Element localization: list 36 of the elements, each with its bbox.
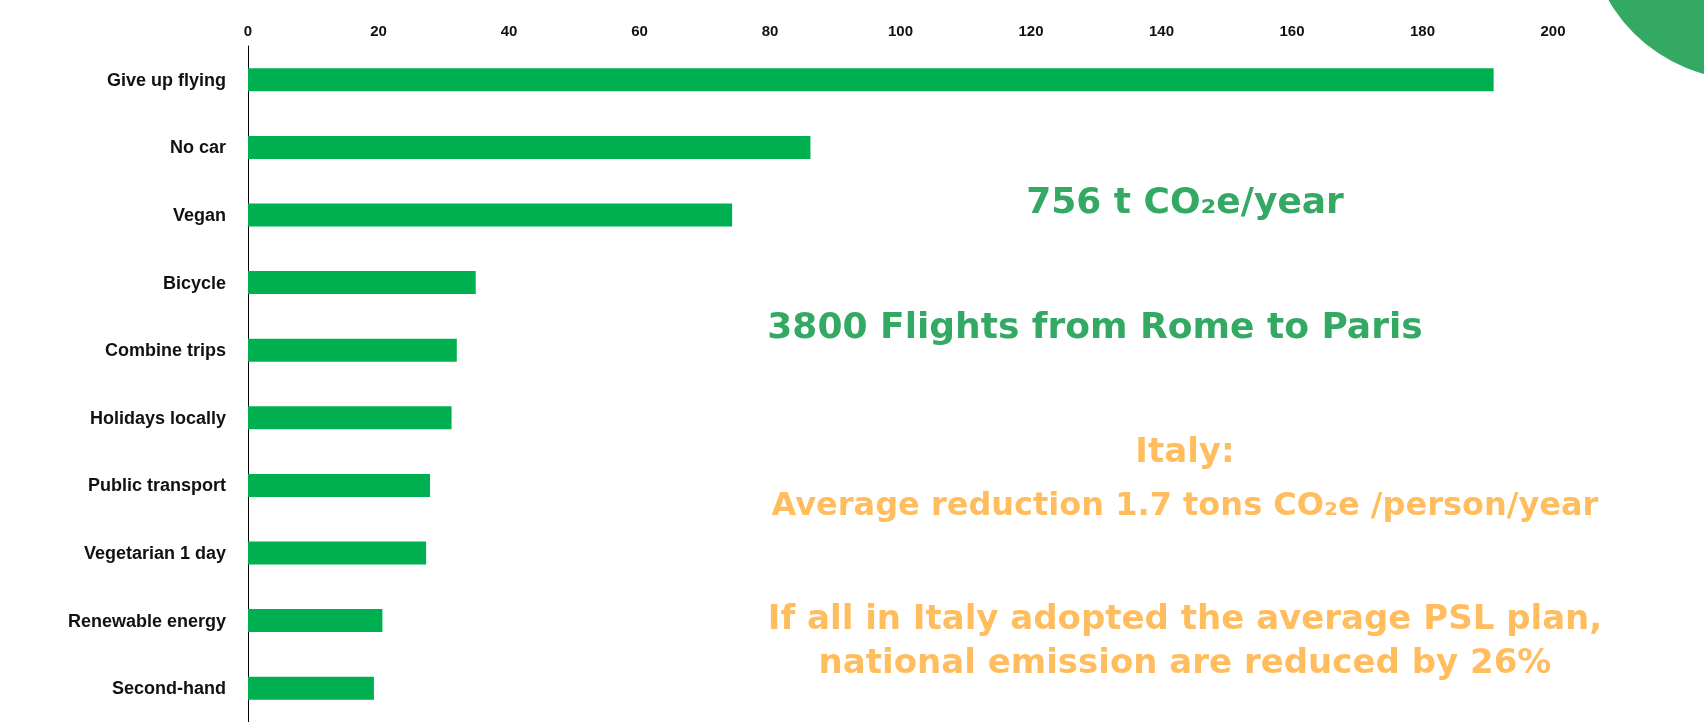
bar [248, 338, 457, 362]
y-tick-label: Holidays locally [89, 407, 226, 428]
bar [248, 609, 383, 633]
bar [248, 68, 1494, 92]
x-tick-label: 0 [243, 22, 253, 39]
annotation: If all in Italy adopted the average PSL plan, national emission are reduced by 26% [766, 596, 1604, 684]
y-tick-label: Vegan [172, 205, 226, 225]
bar [248, 271, 476, 295]
bar [248, 203, 733, 227]
x-tick-label: 80 [761, 22, 779, 39]
y-tick-label: Vegetarian 1 day [83, 543, 226, 563]
x-tick-label: 20 [370, 22, 387, 39]
y-tick-label: Renewable energy [67, 610, 226, 631]
y-tick-label: Combine trips [104, 340, 226, 361]
bar [248, 541, 427, 565]
bar [248, 406, 452, 430]
annotation: 756 t CO₂e/year [1026, 180, 1344, 221]
x-tick-label: 100 [887, 22, 914, 39]
x-tick-label: 140 [1148, 22, 1175, 39]
x-tick-label: 160 [1279, 22, 1305, 39]
x-tick-label: 200 [1540, 22, 1566, 39]
y-tick-label: Public transport [87, 475, 226, 496]
annotation: Average reduction 1.7 tons CO₂e /person/year [771, 485, 1599, 523]
bar [248, 676, 374, 700]
y-tick-label: Second-hand [111, 678, 226, 699]
x-tick-label: 180 [1409, 22, 1436, 39]
x-tick-label: 60 [631, 22, 648, 39]
x-tick-label: 40 [500, 22, 518, 39]
x-tick-label: 120 [1018, 22, 1044, 39]
y-tick-label: Bicycle [162, 272, 226, 293]
annotation: 3800 Flights from Rome to Paris [767, 305, 1423, 346]
y-tick-label: No car [169, 137, 226, 158]
bar [248, 473, 431, 497]
bar [248, 135, 811, 159]
annotation: Italy: [1135, 430, 1235, 470]
y-tick-label: Give up flying [106, 69, 226, 90]
